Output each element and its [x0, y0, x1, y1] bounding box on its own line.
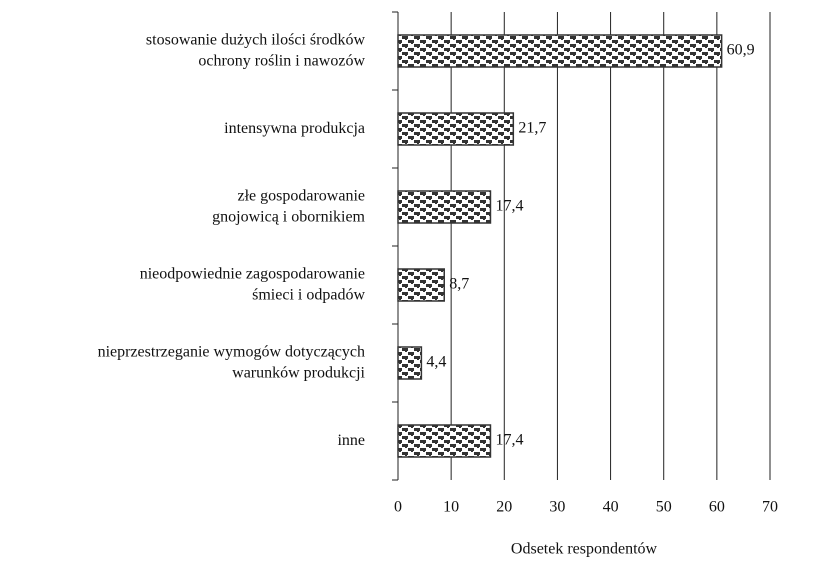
y-tick-label-line: nieprzestrzeganie wymogów dotyczących [98, 343, 365, 360]
bar [397, 268, 445, 302]
y-tick-label-line: inne [337, 432, 365, 449]
value-label: 4,4 [426, 354, 446, 371]
bar [397, 424, 492, 458]
y-tick-label-line: śmieci i odpadów [252, 286, 365, 303]
x-tick-label: 30 [549, 499, 565, 516]
y-tick-label: intensywna produkcja [224, 120, 365, 137]
x-tick-label: 20 [496, 499, 512, 516]
y-tick-label-line: ochrony roślin i nawozów [198, 52, 365, 69]
y-tick-label-line: gnojowicą i obornikiem [212, 208, 365, 225]
y-tick-label-line: intensywna produkcja [224, 120, 365, 137]
y-tick-label-line: stosowanie dużych ilości środków [146, 31, 366, 48]
y-tick-label: złe gospodarowanie gnojowicą i obornikiem [212, 187, 365, 225]
y-tick-label-line: warunków produkcji [232, 364, 365, 381]
y-tick-label: stosowanie dużych ilości środków ochrony … [146, 31, 366, 69]
y-tick-label: nieodpowiednie zagospodarowanie śmieci i … [140, 265, 366, 303]
x-tick-label: 10 [443, 499, 459, 516]
value-label: 8,7 [449, 276, 469, 293]
x-tick-label: 60 [709, 499, 725, 516]
value-label: 17,4 [495, 198, 523, 215]
bar [397, 346, 423, 380]
y-tick-label-line: złe gospodarowanie [237, 187, 365, 204]
bar [397, 34, 723, 68]
y-tick-label: inne [337, 432, 365, 449]
x-tick-label: 0 [394, 499, 402, 516]
y-tick-label: nieprzestrzeganie wymogów dotyczących war… [98, 343, 366, 381]
x-tick-label: 50 [656, 499, 672, 516]
bar [397, 112, 515, 146]
value-label: 60,9 [727, 42, 755, 59]
x-tick-label: 40 [603, 499, 619, 516]
x-axis-label: Odsetek respondentów [511, 541, 658, 558]
value-label: 21,7 [518, 120, 546, 137]
y-tick-label-line: nieodpowiednie zagospodarowanie [140, 265, 365, 282]
bar [397, 190, 492, 224]
x-tick-label: 70 [762, 499, 778, 516]
value-label: 17,4 [495, 432, 523, 449]
